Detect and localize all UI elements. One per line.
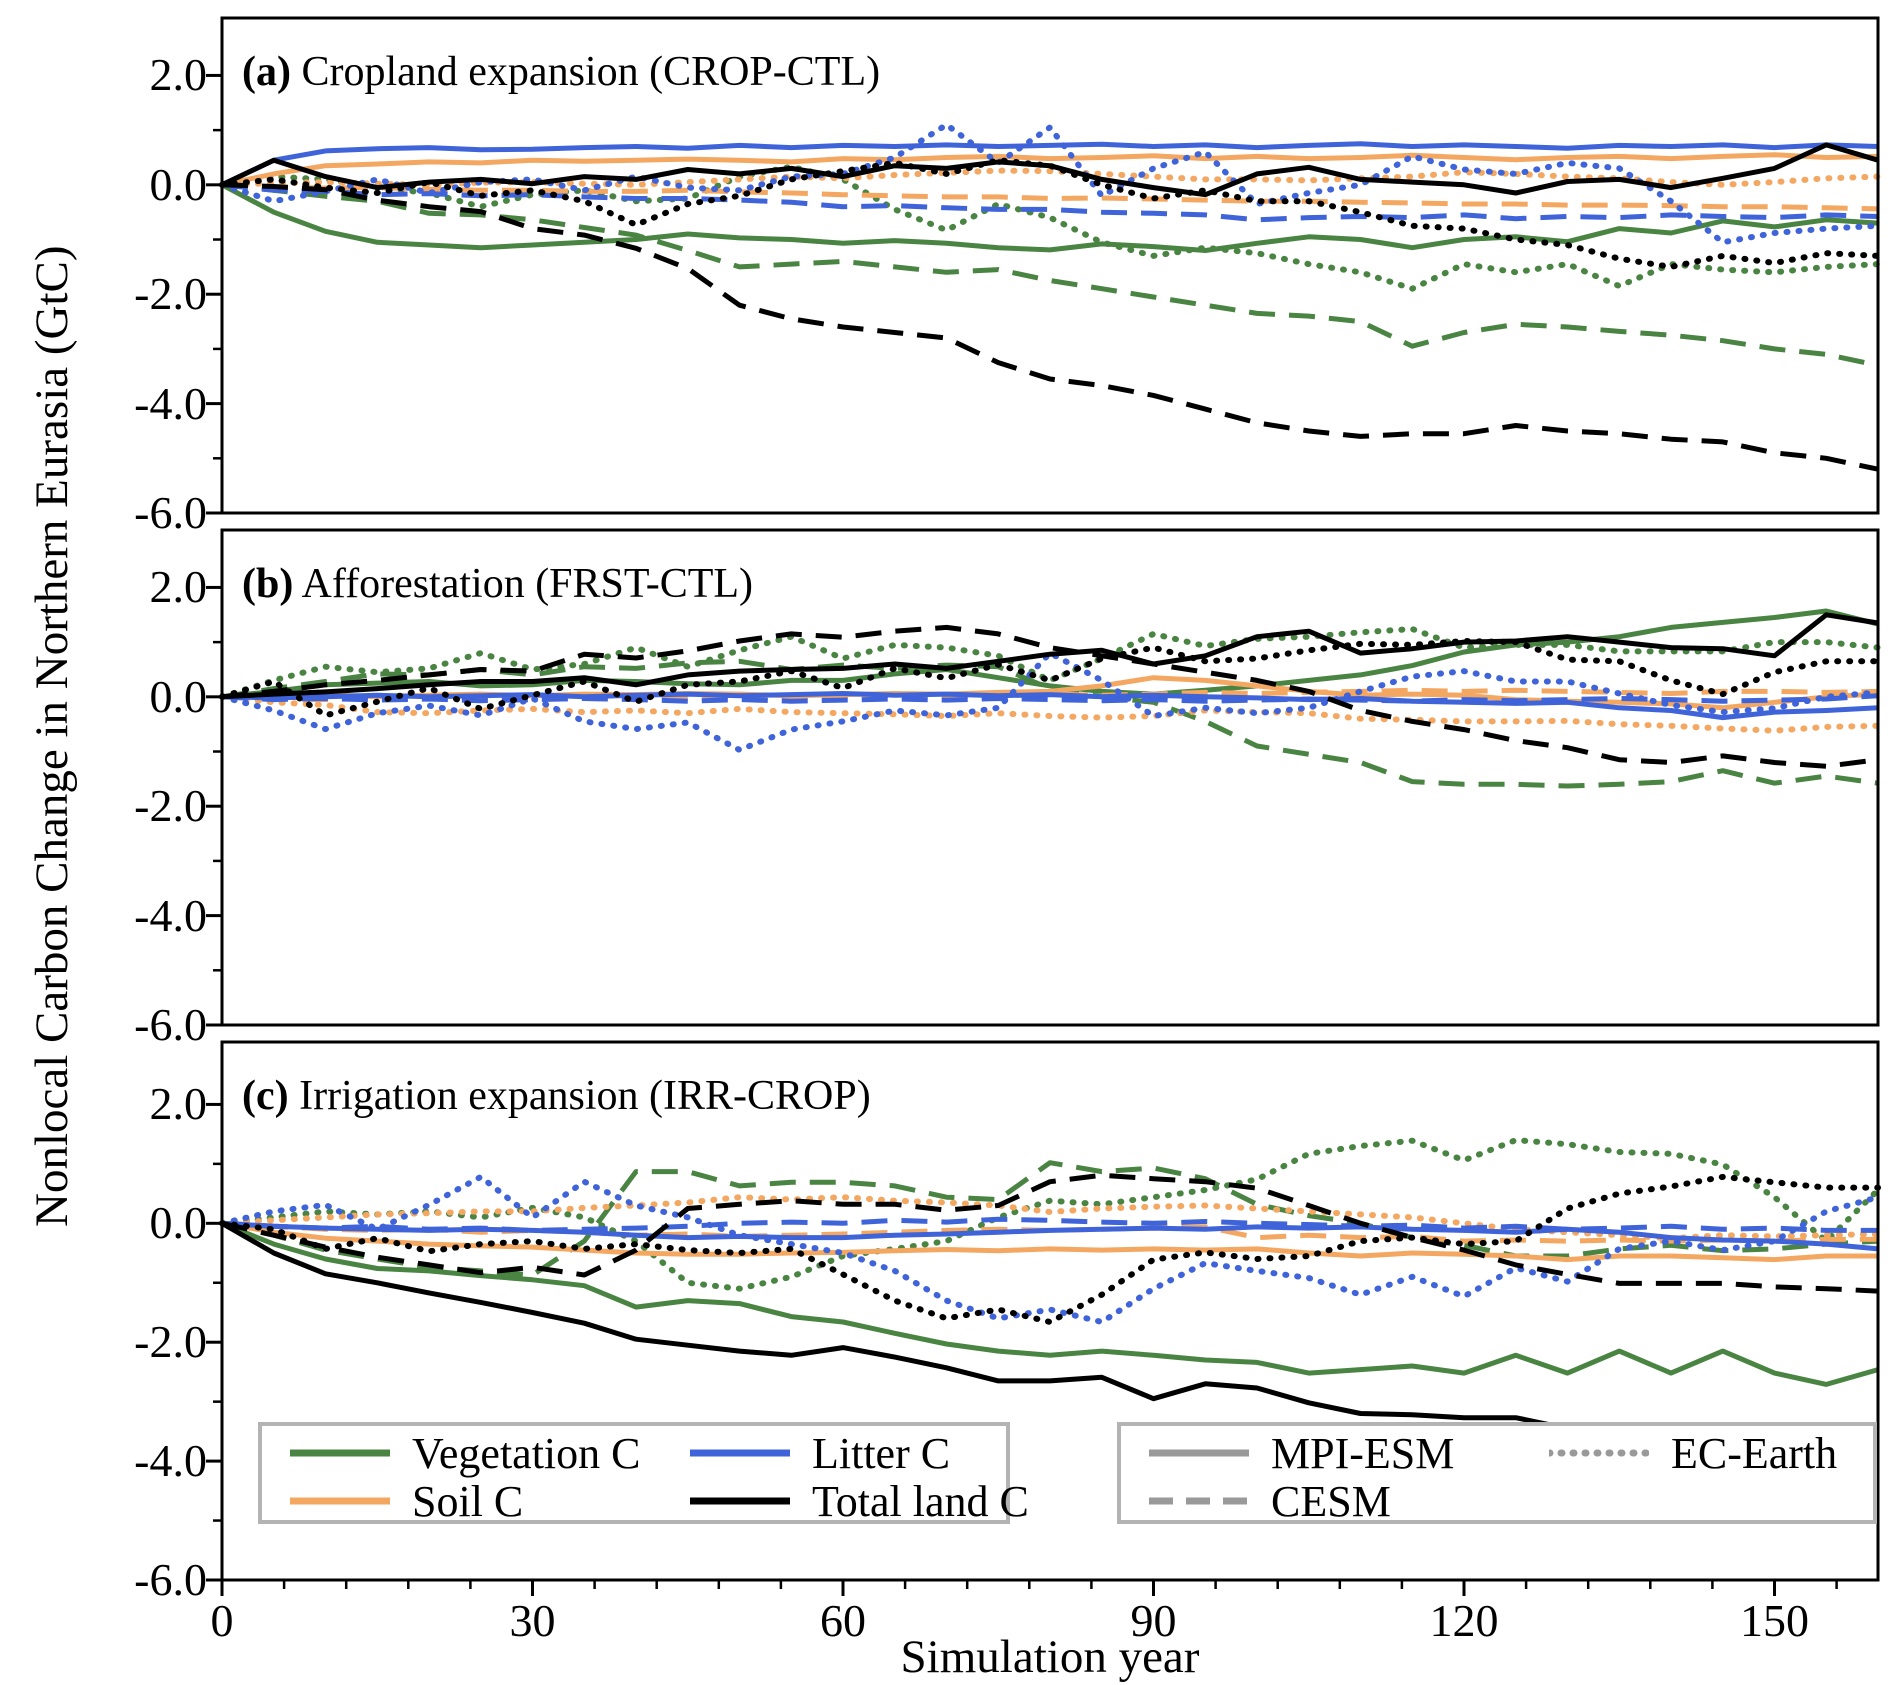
- panel-c-ytick-label: -6.0: [134, 1554, 207, 1605]
- series-b-vegetation-c-ec-earth: [219, 626, 1881, 700]
- series-c-vegetation-c-mpi-esm: [221, 1220, 1879, 1387]
- series-a-litter-c-cesm: [221, 182, 1879, 223]
- panel-b-ytick-label: -2.0: [134, 780, 207, 832]
- series-a-soil-c-cesm: [221, 182, 1879, 212]
- legend-models: MPI-ESM CESM EC-Earth: [1117, 1422, 1877, 1526]
- solid-line-swatch: [1149, 1449, 1249, 1457]
- panel-a-ytick-label: -2.0: [134, 268, 207, 320]
- legend-item-litter: Litter C: [690, 1428, 950, 1478]
- panel-b-ytick-label: -6.0: [134, 999, 207, 1050]
- series-c-litter-c-mpi-esm: [221, 1220, 1879, 1252]
- xtick-label: 150: [1740, 1595, 1809, 1646]
- legend-label: Vegetation C: [412, 1428, 641, 1478]
- series-b-litter-c-ec-earth: [219, 650, 1881, 753]
- panel-b-ytick-label: 2.0: [149, 561, 208, 613]
- litter-line-swatch: [690, 1449, 790, 1457]
- panel-c-ytick-label: -4.0: [134, 1435, 207, 1487]
- panel-c-frame: [220, 1040, 1880, 1582]
- legend-item-cesm: CESM: [1149, 1476, 1391, 1526]
- series-a-total-land-c-ec-earth: [219, 157, 1881, 270]
- legend-label: Soil C: [412, 1476, 524, 1526]
- panel-a-tag: (a): [242, 49, 291, 95]
- panel-a-ytick-label: 2.0: [149, 49, 208, 101]
- xtick-label: 60: [820, 1595, 866, 1646]
- legend-label: MPI-ESM: [1271, 1428, 1455, 1478]
- panel-a-ytick-label: -4.0: [134, 377, 207, 429]
- series-b-litter-c-mpi-esm: [221, 691, 1879, 721]
- panel-a-frame: [220, 16, 1880, 515]
- series-a-vegetation-c-cesm: [221, 182, 1879, 368]
- series-c-soil-c-ec-earth: [219, 1194, 1881, 1242]
- soil-line-swatch: [290, 1497, 390, 1505]
- panel-a-title-text: Cropland expansion (CROP-CTL): [301, 49, 881, 95]
- series-b-litter-c-cesm: [221, 693, 1879, 704]
- panel-c-ytick-label: -2.0: [134, 1316, 207, 1368]
- vegetation-line-swatch: [290, 1449, 390, 1457]
- series-c-soil-c-cesm: [221, 1220, 1878, 1244]
- panel-a-plot: [206, 16, 1881, 515]
- legend-item-vegetation: Vegetation C: [290, 1428, 641, 1478]
- panel-b-plot: [206, 528, 1881, 1027]
- dashed-line-swatch: [1149, 1497, 1249, 1505]
- legend-label: Total land C: [812, 1476, 1029, 1526]
- panel-c-tag: (c): [242, 1073, 289, 1119]
- series-b-vegetation-c-cesm: [221, 658, 1879, 789]
- panel-b-title: (b) Afforestation (FRST-CTL): [242, 560, 753, 608]
- legend-item-total: Total land C: [690, 1476, 1029, 1526]
- xtick-label: 90: [1130, 1595, 1177, 1646]
- panel-b-tag: (b): [242, 561, 294, 607]
- xtick-label: 30: [509, 1595, 556, 1646]
- series-a-litter-c-mpi-esm: [220, 141, 1879, 188]
- panel-b-ytick-label: 0.0: [149, 670, 208, 722]
- panel-a-ytick-label: 0.0: [149, 158, 208, 210]
- series-c-soil-c-mpi-esm: [221, 1220, 1878, 1263]
- series-c-total-land-c-cesm: [221, 1172, 1879, 1294]
- series-b-total-land-c-cesm: [221, 624, 1879, 769]
- legend-label: Litter C: [812, 1428, 951, 1478]
- xtick-label: 120: [1429, 1595, 1499, 1646]
- legend-label: CESM: [1271, 1476, 1391, 1526]
- panel-c-ytick-label: 2.0: [149, 1078, 208, 1130]
- series-c-litter-c-ec-earth: [219, 1173, 1881, 1325]
- panel-a-ytick-label: -6.0: [134, 487, 207, 538]
- series-a-soil-c-mpi-esm: [221, 152, 1879, 188]
- series-b-total-land-c-mpi-esm: [221, 612, 1879, 700]
- panel-c-plot: [206, 1040, 1881, 1596]
- legend-label: EC-Earth: [1671, 1428, 1838, 1478]
- series-b-soil-c-cesm: [221, 687, 1879, 703]
- panel-b-title-text: Afforestation (FRST-CTL): [301, 561, 754, 607]
- legend-variables: Vegetation C Soil C Litter C Total land …: [258, 1422, 1029, 1526]
- series-a-total-land-c-cesm: [221, 182, 1879, 472]
- series-c-litter-c-cesm: [221, 1216, 1878, 1233]
- total-line-swatch: [690, 1497, 790, 1505]
- panel-b-frame: [220, 528, 1880, 1027]
- panel-b-ytick-label: -4.0: [134, 889, 207, 941]
- series-a-vegetation-c-mpi-esm: [220, 182, 1879, 253]
- series-c-total-land-c-ec-earth: [219, 1173, 1881, 1325]
- panel-a-title: (a) Cropland expansion (CROP-CTL): [242, 48, 880, 96]
- legend-item-ec-earth: EC-Earth: [1549, 1428, 1837, 1478]
- dotted-line-swatch: [1549, 1449, 1649, 1457]
- legend-item-mpi-esm: MPI-ESM: [1149, 1428, 1454, 1478]
- legend-item-soil: Soil C: [290, 1476, 523, 1526]
- x-axis-label: Simulation year: [900, 1631, 1200, 1683]
- series-a-litter-c-ec-earth: [219, 121, 1881, 246]
- panel-c-ytick-label: 0.0: [149, 1197, 208, 1249]
- series-a-vegetation-c-ec-earth: [219, 163, 1881, 292]
- xtick-label: 0: [210, 1595, 234, 1646]
- panel-c-title-text: Irrigation expansion (IRR-CROP): [299, 1073, 871, 1119]
- panel-c-title: (c) Irrigation expansion (IRR-CROP): [242, 1072, 871, 1120]
